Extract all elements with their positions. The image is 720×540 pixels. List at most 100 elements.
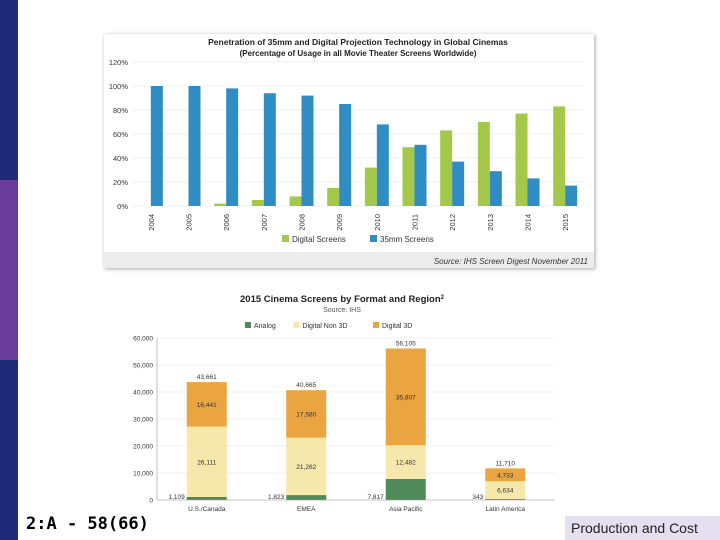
chart2-ytick-label: 60,000 xyxy=(133,336,153,343)
chart2-xtick-label: Latin America xyxy=(486,506,526,513)
chart1-ytick-label: 60% xyxy=(113,130,128,139)
chart1-bar-35mm-screens xyxy=(527,178,540,206)
chart1-legend-swatch xyxy=(370,235,377,242)
chart1-bar-35mm-screens xyxy=(301,95,314,206)
chart2-bar-analog xyxy=(485,499,526,500)
chart1-bar-35mm-screens xyxy=(565,185,578,206)
chart2-data-label: 12,482 xyxy=(396,460,416,467)
chart1-bar-digital-screens xyxy=(515,113,528,206)
chart2-data-label: 7,817 xyxy=(367,494,384,501)
chart1-legend-label: 35mm Screens xyxy=(380,235,434,244)
chart1-bar-35mm-screens xyxy=(489,171,502,206)
chart2-ytick-label: 10,000 xyxy=(133,471,153,478)
chart2-data-label: 1,823 xyxy=(268,494,285,501)
chart1-bar-digital-screens xyxy=(364,167,377,206)
chart1-legend-swatch xyxy=(282,235,289,242)
chart2-xtick-label: EMEA xyxy=(297,506,316,513)
chart1-bar-digital-screens xyxy=(402,147,415,206)
chart1-bar-digital-screens xyxy=(289,196,302,206)
chart2-bar-digital-3d xyxy=(385,348,426,446)
chart1-xtick-label: 2007 xyxy=(260,214,269,231)
chart2-bar-digital-3d xyxy=(286,390,327,438)
penetration-chart: Penetration of 35mm and Digital Projecti… xyxy=(104,37,594,268)
chart2-total-label: 56,105 xyxy=(396,341,416,348)
chart1-bar-digital-screens xyxy=(214,203,227,206)
cinema-screens-chart-panel: 2015 Cinema Screens by Format and Region… xyxy=(115,286,565,516)
chart2-bar-digital-3d xyxy=(485,468,526,482)
chart2-xtick-label: U.S./Canada xyxy=(188,506,226,513)
chart1-xtick-label: 2013 xyxy=(486,214,495,231)
chart1-xtick-label: 2014 xyxy=(524,214,533,231)
chart1-ytick-label: 100% xyxy=(109,82,129,91)
chart2-bar-analog xyxy=(186,497,227,500)
slide-number: 2:A - 58(66) xyxy=(26,514,149,534)
slide-footer-title: Production and Cost xyxy=(565,516,720,540)
chart1-xtick-label: 2010 xyxy=(373,214,382,231)
chart2-subtitle: Source: IHS xyxy=(323,307,361,314)
chart1-ytick-label: 0% xyxy=(117,202,128,211)
penetration-chart-panel: Penetration of 35mm and Digital Projecti… xyxy=(104,34,594,268)
chart1-ytick-label: 40% xyxy=(113,154,128,163)
chart2-ytick-label: 30,000 xyxy=(133,417,153,424)
chart2-bar-digital-non-3d xyxy=(485,481,526,500)
chart2-legend-swatch xyxy=(293,322,300,328)
chart1-xtick-label: 2004 xyxy=(147,214,156,231)
chart1-xtick-label: 2008 xyxy=(298,214,307,231)
chart2-ytick-label: 40,000 xyxy=(133,390,153,397)
chart1-xtick-label: 2009 xyxy=(335,214,344,231)
chart1-xtick-label: 2006 xyxy=(222,214,231,231)
chart2-bar-analog xyxy=(385,478,426,500)
chart2-total-label: 43,661 xyxy=(197,374,217,381)
chart2-legend-swatch xyxy=(373,322,379,328)
chart2-bar-digital-non-3d xyxy=(286,437,327,496)
chart2-data-label: 17,580 xyxy=(296,411,316,418)
chart2-legend-label: Digital 3D xyxy=(382,323,412,330)
chart1-bar-35mm-screens xyxy=(263,93,276,206)
chart1-ytick-label: 120% xyxy=(109,58,129,67)
chart1-source-bar xyxy=(104,252,594,268)
chart2-data-label: 26,111 xyxy=(197,459,216,466)
chart1-title: Penetration of 35mm and Digital Projecti… xyxy=(208,37,508,47)
chart2-total-label: 40,665 xyxy=(296,382,316,389)
chart1-subtitle: (Percentage of Usage in all Movie Theate… xyxy=(240,49,477,58)
chart2-data-label: 1,109 xyxy=(168,494,185,501)
chart2-legend-label: Analog xyxy=(254,323,276,330)
chart1-xtick-label: 2011 xyxy=(411,214,420,230)
chart2-ytick-label: 20,000 xyxy=(133,444,153,451)
chart1-bar-35mm-screens xyxy=(339,104,352,206)
chart2-bar-digital-3d xyxy=(186,382,227,427)
chart1-xtick-label: 2005 xyxy=(185,214,194,231)
chart1-bar-35mm-screens xyxy=(376,124,389,206)
chart2-ytick-label: 0 xyxy=(149,498,153,505)
chart2-data-label: 21,262 xyxy=(296,464,316,471)
chart1-xtick-label: 2015 xyxy=(561,214,570,231)
chart1-bar-digital-screens xyxy=(477,122,490,206)
chart2-legend-label: Digital Non 3D xyxy=(302,323,347,330)
chart1-bar-35mm-screens xyxy=(188,86,201,206)
chart1-bar-35mm-screens xyxy=(150,86,163,206)
chart1-bar-digital-screens xyxy=(440,130,453,206)
chart1-bar-digital-screens xyxy=(553,106,566,206)
chart2-xtick-label: Asia Pacific xyxy=(389,506,423,513)
cinema-screens-chart: 2015 Cinema Screens by Format and Region… xyxy=(133,294,555,513)
chart2-total-label: 11,710 xyxy=(496,460,516,467)
chart2-bar-digital-non-3d xyxy=(385,445,426,479)
chart2-title-footnote: 2 xyxy=(441,295,445,301)
chart2-data-label: 16,441 xyxy=(197,402,217,409)
chart1-source: Source: IHS Screen Digest November 2011 xyxy=(434,257,588,266)
chart2-data-label: 35,807 xyxy=(396,394,416,401)
chart2-bar-digital-non-3d xyxy=(186,426,227,498)
chart1-ytick-label: 20% xyxy=(113,178,128,187)
chart1-ytick-label: 80% xyxy=(113,106,128,115)
chart1-bar-35mm-screens xyxy=(226,88,239,206)
chart1-bar-digital-screens xyxy=(251,200,264,206)
chart1-legend-label: Digital Screens xyxy=(292,235,346,244)
chart1-bar-35mm-screens xyxy=(452,161,465,206)
chart1-xtick-label: 2012 xyxy=(448,214,457,231)
chart2-ytick-label: 50,000 xyxy=(133,363,153,370)
chart2-data-label: 6,634 xyxy=(497,488,514,495)
chart2-legend-swatch xyxy=(245,322,251,328)
chart2-data-label: 343 xyxy=(472,494,483,501)
chart2-bar-analog xyxy=(286,495,327,500)
chart1-bar-35mm-screens xyxy=(414,144,427,206)
